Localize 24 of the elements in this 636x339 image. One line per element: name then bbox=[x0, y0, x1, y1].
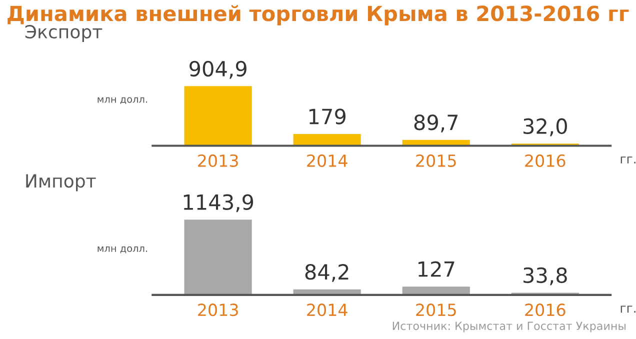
x-tick-label: 2016 bbox=[525, 154, 566, 168]
x-tick-label: 2013 bbox=[198, 154, 238, 168]
x-tick-label: 2015 bbox=[416, 154, 456, 168]
text: Источник: Крымстат и Госстат Украины bbox=[392, 322, 626, 332]
x-axis-title: гг. bbox=[620, 156, 636, 164]
y-axis-title: млн долл. bbox=[98, 246, 148, 254]
data-label: 33,8 bbox=[524, 267, 567, 286]
x-tick-label: 2016 bbox=[525, 304, 566, 316]
x-tick-label: 2013 bbox=[198, 304, 238, 316]
x-tick-label: 2014 bbox=[307, 304, 348, 316]
x-tick-label: 2015 bbox=[416, 304, 456, 316]
data-label: 1143,9 bbox=[184, 194, 254, 212]
x-tick-label: 2014 bbox=[307, 154, 348, 168]
data-label: 84,2 bbox=[305, 264, 348, 282]
data-label: 904,9 bbox=[190, 60, 246, 79]
data-label: 89,7 bbox=[414, 114, 458, 132]
chart-title: Динамика внешней торговли Крыма в 2013-2016 гг bbox=[8, 5, 629, 26]
data-label: 32,0 bbox=[524, 118, 567, 136]
chart-subtitle: Экспорт bbox=[25, 24, 102, 42]
chart-subtitle: Импорт bbox=[26, 174, 96, 192]
data-label: 179 bbox=[309, 108, 346, 124]
x-axis-title: гг. bbox=[620, 306, 636, 313]
y-axis-title: млн долл. bbox=[98, 97, 148, 104]
data-label: 127 bbox=[418, 261, 454, 277]
